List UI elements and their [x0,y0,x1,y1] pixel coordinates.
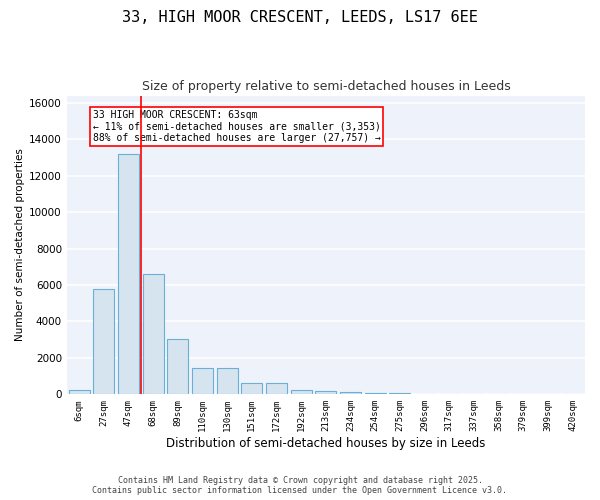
Bar [340,392,361,394]
Bar [266,383,287,394]
Text: 33, HIGH MOOR CRESCENT, LEEDS, LS17 6EE: 33, HIGH MOOR CRESCENT, LEEDS, LS17 6EE [122,10,478,25]
Bar [192,368,213,394]
Y-axis label: Number of semi-detached properties: Number of semi-detached properties [15,148,25,342]
Bar [389,393,410,394]
Title: Size of property relative to semi-detached houses in Leeds: Size of property relative to semi-detach… [142,80,510,93]
Bar [217,368,238,394]
Bar [241,383,262,394]
Bar [291,390,311,394]
Bar [365,393,386,394]
Bar [316,390,337,394]
Bar [118,154,139,394]
Text: 33 HIGH MOOR CRESCENT: 63sqm
← 11% of semi-detached houses are smaller (3,353)
8: 33 HIGH MOOR CRESCENT: 63sqm ← 11% of se… [92,110,380,144]
Text: Contains HM Land Registry data © Crown copyright and database right 2025.
Contai: Contains HM Land Registry data © Crown c… [92,476,508,495]
X-axis label: Distribution of semi-detached houses by size in Leeds: Distribution of semi-detached houses by … [166,437,485,450]
Bar [143,274,164,394]
Bar [167,339,188,394]
Bar [68,390,89,394]
Bar [94,288,114,395]
